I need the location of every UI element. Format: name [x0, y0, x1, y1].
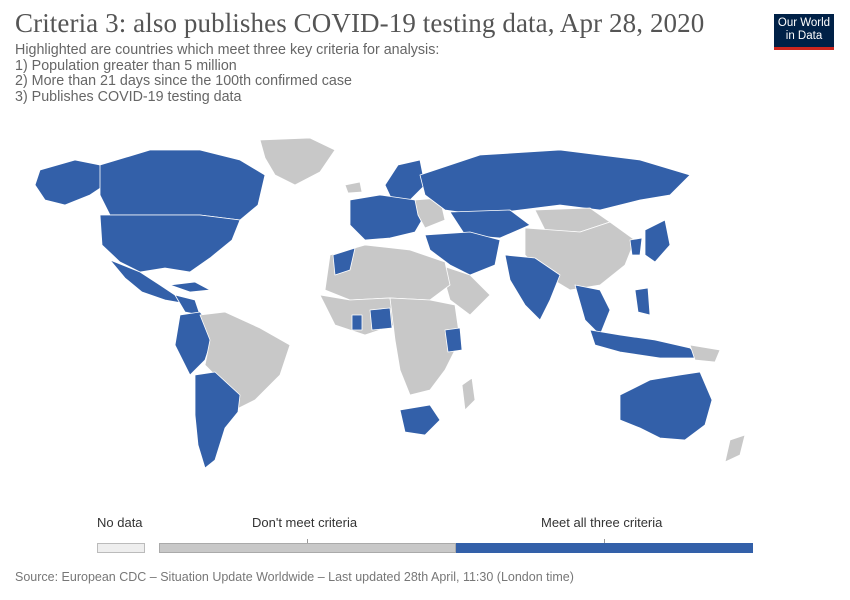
region-arabia[interactable] [439, 264, 491, 316]
region-new-zealand[interactable] [724, 434, 746, 463]
region-scandinavia[interactable] [384, 159, 426, 201]
region-central-america[interactable] [174, 294, 201, 316]
region-philippines[interactable] [634, 287, 651, 316]
world-map [34, 137, 746, 469]
subtitle-line: 1) Population greater than 5 million [15, 57, 237, 74]
legend-label-not-meet: Don't meet criteria [252, 515, 358, 530]
region-russia[interactable] [419, 149, 691, 216]
region-usa[interactable] [99, 214, 241, 273]
region-brazil[interactable] [199, 311, 291, 411]
legend-label-no-data: No data [97, 515, 143, 530]
region-south-africa[interactable] [399, 404, 441, 436]
region-kazakhstan[interactable] [449, 209, 531, 239]
region-japan[interactable] [644, 219, 671, 263]
region-chile-argentina[interactable] [194, 371, 241, 469]
region-indonesia[interactable] [589, 329, 701, 359]
source-note: Source: European CDC – Situation Update … [15, 570, 574, 584]
region-western-europe[interactable] [349, 194, 426, 241]
region-morocco[interactable] [332, 247, 356, 276]
legend-tick [307, 539, 308, 543]
region-korea[interactable] [629, 237, 643, 256]
region-central-africa[interactable] [389, 297, 461, 396]
region-australia[interactable] [619, 371, 713, 441]
region-iceland[interactable] [344, 181, 363, 194]
owid-logo[interactable]: Our World in Data [774, 14, 834, 50]
region-madagascar[interactable] [461, 377, 476, 411]
subtitle-line: 2) More than 21 days since the 100th con… [15, 73, 352, 89]
legend-label-meet: Meet all three criteria [541, 515, 663, 530]
subtitle-line: Highlighted are countries which meet thr… [15, 42, 440, 58]
chart-title: Criteria 3: also publishes COVID-19 test… [15, 8, 705, 38]
subtitle-line: 3) Publishes COVID-19 testing data [15, 88, 242, 105]
region-alaska[interactable] [34, 159, 106, 206]
legend-tick [604, 539, 605, 543]
logo-line-1: Our World [777, 17, 831, 29]
region-caribbean[interactable] [169, 281, 211, 293]
legend-swatch-meet [456, 543, 753, 553]
legend-swatch-no-data [97, 543, 145, 553]
region-canada[interactable] [99, 149, 266, 221]
logo-line-2: in Data [785, 30, 823, 42]
region-india[interactable] [504, 254, 561, 321]
chart-subtitle: Highlighted are countries which meet thr… [15, 42, 440, 105]
region-southeast-asia[interactable] [574, 284, 611, 336]
region-papua[interactable] [689, 344, 721, 363]
legend-swatch-not-meet [159, 543, 456, 553]
region-greenland[interactable] [259, 137, 336, 186]
region-turkey-mideast[interactable] [424, 231, 501, 276]
region-nigeria[interactable] [369, 307, 393, 331]
region-ghana[interactable] [351, 314, 363, 331]
region-kenya[interactable] [444, 327, 463, 353]
region-north-africa[interactable] [324, 244, 451, 301]
